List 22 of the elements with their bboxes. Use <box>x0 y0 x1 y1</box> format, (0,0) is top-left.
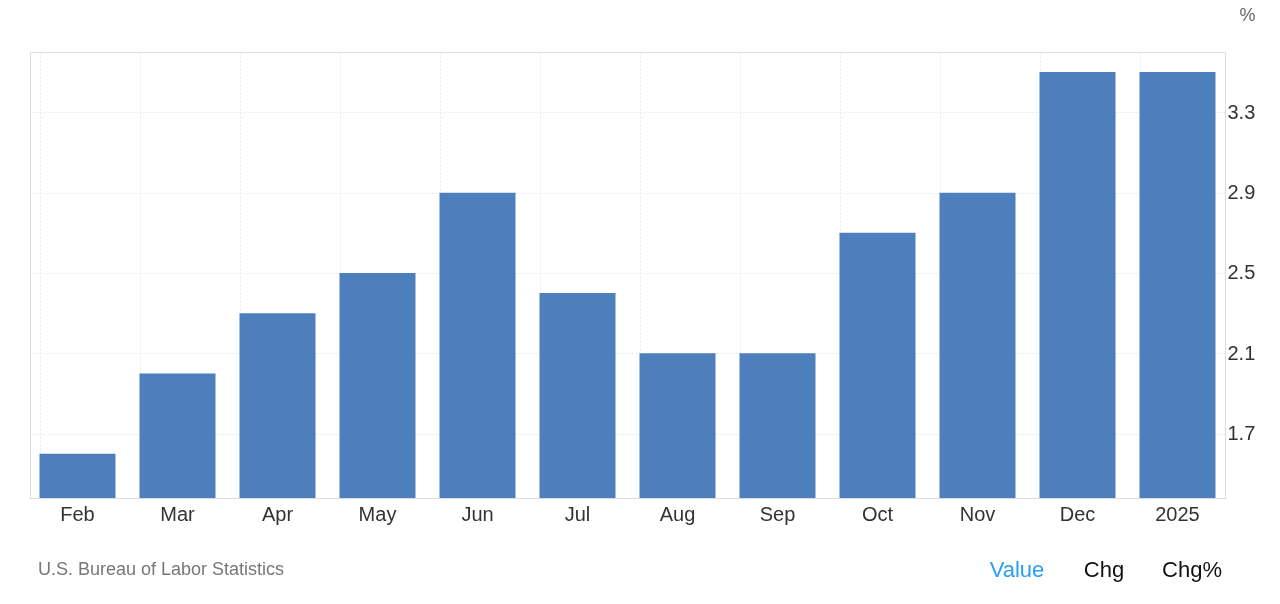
x-tick-label: Nov <box>959 502 996 525</box>
x-tick-label: Apr <box>261 502 294 525</box>
x-tick-label: Jul <box>564 502 591 525</box>
x-tick-label: May <box>358 502 397 525</box>
x-tick-label: Feb <box>60 502 95 525</box>
y-tick-label: 2.9 <box>1227 181 1256 204</box>
x-tick-label: Mar <box>160 502 196 525</box>
y-tick-label: 2.5 <box>1227 261 1256 284</box>
y-axis-title: % <box>1239 4 1256 25</box>
y-tick-label: 1.7 <box>1227 422 1256 445</box>
text: Chg <box>1083 557 1125 582</box>
text: Chg% <box>1162 557 1222 582</box>
text: U.S. Bureau of Labor Statistics <box>38 559 285 579</box>
x-tick-label: Sep <box>759 502 796 525</box>
x-tick-label: Jun <box>461 502 494 525</box>
x-tick-label: Dec <box>1059 502 1096 525</box>
y-tick-label: 2.1 <box>1227 341 1256 364</box>
y-tick-label: 3.3 <box>1227 100 1256 123</box>
x-tick-label: 2025 <box>1155 502 1200 525</box>
x-tick-label: Oct <box>861 502 894 525</box>
text: Value <box>989 557 1045 582</box>
x-tick-label: Aug <box>659 502 696 525</box>
